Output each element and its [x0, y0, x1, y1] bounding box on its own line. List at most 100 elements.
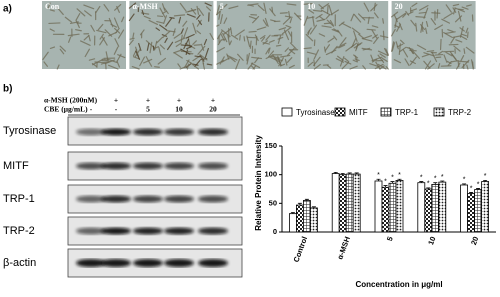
legend-swatch	[282, 108, 292, 116]
cell	[158, 16, 163, 17]
cell	[437, 10, 438, 18]
band	[198, 129, 228, 136]
cell	[277, 45, 281, 46]
bar	[389, 183, 396, 232]
image-label: 20	[395, 2, 403, 11]
cell	[304, 48, 311, 49]
cell	[240, 35, 241, 40]
cell	[419, 12, 426, 13]
treatment-name: CBE (μg/mL)	[44, 105, 88, 114]
band	[198, 228, 228, 235]
panel-label: a)	[3, 4, 12, 15]
band	[164, 228, 194, 235]
band	[133, 196, 163, 203]
treatment-value: 5	[146, 105, 150, 114]
treatment-value: +	[114, 96, 118, 105]
cell	[280, 13, 287, 14]
significance: *	[434, 176, 437, 183]
band	[198, 163, 228, 170]
cell	[367, 29, 375, 30]
treatment-value: -	[115, 105, 118, 114]
significance: *	[427, 181, 430, 188]
x-axis-label: Concentration in μg/ml	[355, 280, 442, 289]
blot-label: TRP-1	[3, 193, 35, 205]
significance: *	[441, 174, 444, 181]
cell	[155, 67, 160, 68]
treatment-value: +	[146, 96, 150, 105]
significance: *	[484, 173, 487, 180]
band	[164, 259, 194, 267]
treatment-value: 20	[209, 105, 217, 114]
y-tick-label: 0	[273, 227, 277, 236]
micrograph	[217, 1, 301, 69]
cell	[473, 62, 474, 69]
band	[133, 259, 163, 267]
cell	[170, 18, 174, 19]
blot-label: Tyrosinase	[3, 125, 56, 137]
significance: *	[384, 178, 387, 185]
cell	[383, 31, 384, 40]
legend-label: MITF	[349, 108, 368, 117]
panel-label: b)	[3, 84, 12, 95]
bar	[382, 187, 389, 232]
treatment-value: 10	[175, 105, 183, 114]
blot-label: MITF	[3, 160, 29, 172]
cell	[427, 51, 433, 52]
x-tick-label: α-MSH	[335, 235, 352, 260]
cell	[272, 7, 273, 12]
treatment-value: -	[90, 105, 93, 114]
cell	[432, 13, 440, 14]
bar	[289, 214, 296, 232]
cell	[274, 35, 283, 36]
blot-label: β-actin	[3, 257, 36, 269]
cell	[244, 37, 245, 41]
cell	[249, 31, 256, 32]
cell	[459, 9, 464, 10]
y-tick-label: 50	[269, 198, 277, 207]
band	[198, 259, 228, 267]
significance: *	[398, 172, 401, 179]
legend-swatch	[434, 108, 444, 116]
x-tick-label: 5	[385, 235, 395, 242]
bar	[482, 182, 489, 232]
legend-label: TRP-2	[448, 108, 472, 117]
cell	[102, 60, 107, 61]
y-axis-label: Relative Protein Intensity	[254, 135, 263, 231]
cell	[416, 17, 425, 18]
bar	[425, 189, 432, 232]
band	[133, 129, 163, 136]
cell	[327, 6, 328, 14]
band	[164, 196, 194, 203]
bar	[396, 180, 403, 232]
bar	[346, 174, 353, 232]
bar	[432, 184, 439, 232]
legend-label: TRP-1	[395, 108, 419, 117]
image-label: α-MSH	[132, 2, 158, 11]
x-tick-label: Control	[292, 235, 310, 263]
legend-swatch	[335, 108, 345, 116]
band	[101, 129, 131, 136]
blot-label: TRP-2	[3, 225, 35, 237]
bar	[310, 208, 317, 232]
bar	[439, 182, 446, 232]
cell	[324, 23, 330, 24]
cell	[435, 55, 442, 56]
bar	[339, 175, 346, 232]
band	[101, 228, 131, 235]
treatment-value: +	[177, 96, 181, 105]
cell	[250, 41, 251, 48]
band	[164, 129, 194, 136]
cell	[464, 49, 465, 53]
cell	[441, 39, 442, 49]
band	[164, 163, 194, 170]
bar	[303, 200, 310, 232]
cell	[383, 19, 384, 23]
significance: *	[420, 174, 423, 181]
legend-label: Tyrosinase	[296, 108, 335, 117]
cell	[195, 56, 201, 57]
legend-swatch	[381, 108, 391, 116]
image-label: 10	[307, 2, 315, 11]
x-tick-label: 20	[469, 235, 480, 246]
significance: *	[477, 181, 480, 188]
